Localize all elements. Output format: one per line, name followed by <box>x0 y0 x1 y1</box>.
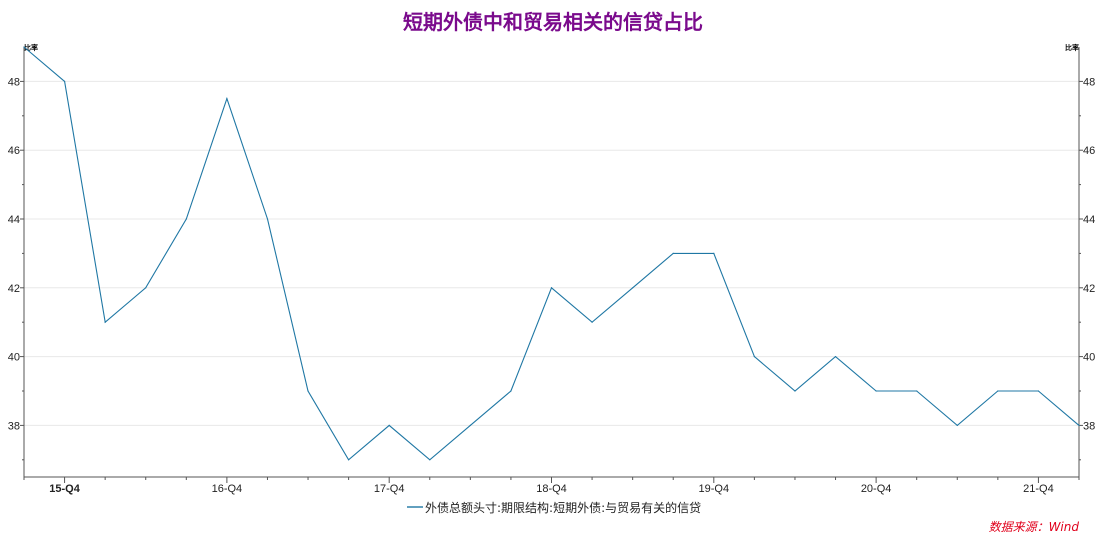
data-point <box>997 390 999 392</box>
x-tick-label: 15-Q4 <box>49 483 80 495</box>
y-tick-label-left: 40 <box>8 352 20 364</box>
data-point <box>672 252 674 254</box>
data-point <box>429 459 431 461</box>
data-point <box>145 287 147 289</box>
data-point <box>834 356 837 358</box>
data-point <box>185 218 187 220</box>
x-tick-label: 17-Q4 <box>374 483 405 495</box>
y-tick-label-left: 42 <box>8 283 20 295</box>
data-point <box>794 390 796 392</box>
x-tick-label: 21-Q4 <box>1023 483 1054 495</box>
source-note: 数据来源：Wind <box>989 520 1080 534</box>
x-tick-label: 18-Q4 <box>536 483 567 495</box>
data-point <box>875 390 877 392</box>
y-tick-label-left: 48 <box>8 76 20 88</box>
y-tick-label-left: 46 <box>8 145 20 157</box>
data-point <box>266 218 269 220</box>
x-tick-label: 19-Q4 <box>699 483 730 495</box>
right-axis-unit: 比率 <box>1065 43 1079 52</box>
grid-lines <box>24 80 1079 426</box>
x-tick-label: 16-Q4 <box>212 483 243 495</box>
data-point <box>753 356 755 358</box>
data-point <box>916 390 918 392</box>
series-layer <box>23 46 1080 461</box>
axes: 38 38 40 40 42 42 44 44 46 46 48 48 15-Q4 16-Q4 17-Q4 1… <box>8 47 1095 495</box>
y-tick-label-left: 44 <box>8 214 20 226</box>
data-point <box>632 287 634 289</box>
y-tick-label-left: 38 <box>8 420 20 432</box>
data-point <box>1037 390 1040 392</box>
data-point <box>956 424 958 426</box>
data-point <box>713 252 715 254</box>
data-point <box>104 321 106 323</box>
data-point <box>1078 424 1080 426</box>
legend: 外债总额头寸:期限结构:短期外债:与贸易有关的信贷 <box>407 500 701 515</box>
data-point <box>388 424 390 426</box>
data-point <box>510 390 512 392</box>
y-tick-label-right: 44 <box>1083 214 1095 226</box>
y-tick-label-right: 42 <box>1083 283 1095 295</box>
y-tick-label-right: 38 <box>1083 420 1095 432</box>
y-tick-label-right: 46 <box>1083 145 1095 157</box>
data-point <box>23 46 25 48</box>
series-line <box>23 46 1080 461</box>
data-point <box>307 390 309 392</box>
y-tick-label-right: 40 <box>1083 352 1095 364</box>
legend-label: 外债总额头寸:期限结构:短期外债:与贸易有关的信贷 <box>425 500 701 515</box>
data-point <box>348 459 350 461</box>
data-point <box>591 321 593 323</box>
data-point <box>63 80 66 82</box>
data-point <box>469 424 471 426</box>
x-tick-label: 20-Q4 <box>861 483 892 495</box>
left-axis-unit: 比率 <box>24 43 38 52</box>
chart-title: 短期外债中和贸易相关的信贷占比 <box>403 10 703 34</box>
data-point <box>226 98 228 100</box>
data-point <box>550 287 553 289</box>
y-tick-label-right: 48 <box>1083 76 1095 88</box>
